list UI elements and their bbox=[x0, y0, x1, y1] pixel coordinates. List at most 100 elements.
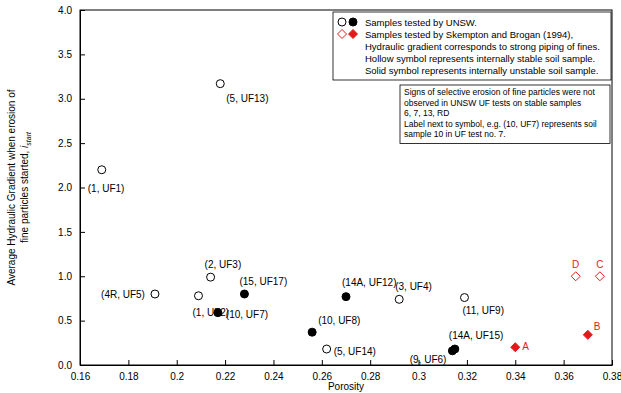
point-label: (10, UF8) bbox=[318, 315, 360, 326]
x-tick-mark bbox=[177, 360, 178, 365]
point bbox=[511, 343, 520, 352]
point bbox=[194, 292, 202, 300]
point-label: B bbox=[594, 321, 601, 332]
annotation: Signs of selective erosion of fine parti… bbox=[400, 85, 610, 144]
y-axis-title-subscript: start bbox=[25, 131, 32, 146]
series bbox=[571, 272, 604, 281]
legend-note: Solid symbol represents internally unsta… bbox=[365, 65, 598, 76]
x-tick-mark bbox=[515, 360, 516, 365]
legend-note: Hydraulic gradient corresponds to strong… bbox=[365, 41, 600, 52]
annotation-line: observed in UNSW UF tests on stable samp… bbox=[404, 98, 581, 108]
x-tick-label: 0.2 bbox=[170, 371, 184, 382]
point bbox=[216, 80, 224, 88]
y-tick: 4.0 bbox=[58, 5, 85, 16]
x-tick: 0.34 bbox=[506, 360, 526, 382]
point bbox=[98, 166, 106, 174]
y-tick: 1.0 bbox=[58, 271, 85, 282]
y-tick-label: 3.0 bbox=[58, 93, 72, 104]
x-tick-label: 0.32 bbox=[458, 371, 478, 382]
y-tick: 1.5 bbox=[58, 227, 85, 238]
y-axis-title: Average Hydraulic Gradient when erosion … bbox=[6, 89, 32, 285]
legend-marker bbox=[349, 30, 358, 39]
point bbox=[308, 328, 316, 336]
y-tick-label: 4.0 bbox=[58, 5, 72, 16]
point bbox=[460, 294, 468, 302]
point bbox=[571, 272, 580, 281]
y-tick-mark bbox=[80, 188, 85, 189]
x-tick-mark bbox=[564, 360, 565, 365]
y-axis-title-line: fine particles started, istart bbox=[19, 131, 32, 243]
annotation-box bbox=[400, 85, 610, 144]
annotation-line: Label next to symbol, e.g. (10, UF7) rep… bbox=[404, 119, 597, 129]
x-tick-mark bbox=[322, 360, 323, 365]
point bbox=[595, 272, 604, 281]
x-tick-label: 0.34 bbox=[506, 371, 526, 382]
point bbox=[323, 345, 331, 353]
x-tick-label: 0.38 bbox=[603, 371, 621, 382]
y-tick-label: 0.5 bbox=[58, 315, 72, 326]
y-tick-label: 1.5 bbox=[58, 227, 72, 238]
y-tick-mark bbox=[80, 10, 85, 11]
point-label: A bbox=[522, 341, 529, 352]
x-tick: 0.2 bbox=[170, 360, 184, 382]
x-tick: 0.26 bbox=[313, 360, 333, 382]
point-label: (4R, UF5) bbox=[101, 289, 145, 300]
point-label: C bbox=[596, 259, 603, 270]
legend-box bbox=[333, 12, 611, 80]
point bbox=[240, 290, 248, 298]
legend-marker bbox=[338, 18, 346, 26]
x-tick-label: 0.36 bbox=[554, 371, 574, 382]
y-tick-mark bbox=[80, 143, 85, 144]
x-tick: 0.22 bbox=[216, 360, 236, 382]
x-tick-label: 0.18 bbox=[119, 371, 139, 382]
point-label: D bbox=[572, 259, 579, 270]
point-label: (11, UF9) bbox=[462, 305, 504, 316]
point-label: (1, UF2) bbox=[192, 307, 229, 318]
point-label: (14A, UF15) bbox=[449, 330, 503, 341]
point bbox=[342, 293, 350, 301]
x-axis-title: Porosity bbox=[328, 381, 364, 392]
y-tick: 2.5 bbox=[58, 138, 85, 149]
plot-frame bbox=[80, 10, 612, 365]
legend-label: Samples tested by Skempton and Brogan (1… bbox=[365, 29, 573, 40]
x-tick-label: 0.24 bbox=[264, 371, 284, 382]
y-tick: 3.5 bbox=[58, 49, 85, 60]
x-tick-mark bbox=[273, 360, 274, 365]
x-tick-mark bbox=[128, 360, 129, 365]
legend-note: Hollow symbol represents internally stab… bbox=[365, 53, 595, 64]
x-tick: 0.36 bbox=[554, 360, 574, 382]
y-tick-mark bbox=[80, 232, 85, 233]
point-label: (1, UF1) bbox=[88, 183, 125, 194]
x-tick-label: 0.3 bbox=[412, 371, 426, 382]
legend-marker bbox=[338, 30, 347, 39]
point bbox=[151, 290, 159, 298]
y-tick-label: 1.0 bbox=[58, 271, 72, 282]
annotation-line: Signs of selective erosion of fine parti… bbox=[404, 87, 596, 97]
y-tick-mark bbox=[80, 276, 85, 277]
x-axis: 0.160.180.20.220.240.260.280.30.320.340.… bbox=[71, 360, 621, 382]
y-tick-mark bbox=[80, 54, 85, 55]
point bbox=[583, 330, 592, 339]
point-label: (15, UF17) bbox=[239, 276, 287, 287]
chart: 0.160.180.20.220.240.260.280.30.320.340.… bbox=[0, 0, 621, 393]
point bbox=[448, 347, 456, 355]
legend-marker bbox=[349, 18, 357, 26]
x-axis-line bbox=[81, 365, 613, 366]
point-label: (10, UF7) bbox=[226, 309, 268, 320]
x-tick: 0.24 bbox=[264, 360, 284, 382]
y-tick: 3.0 bbox=[58, 93, 85, 104]
x-tick: 0.32 bbox=[458, 360, 478, 382]
y-tick-label: 0.0 bbox=[58, 360, 72, 371]
annotation-line: sample 10 in UF test no. 7. bbox=[404, 129, 506, 139]
point-label: (14A, UF12) bbox=[342, 277, 396, 288]
x-tick-label: 0.22 bbox=[216, 371, 236, 382]
x-tick-mark bbox=[612, 360, 613, 365]
legend-label: Samples tested by UNSW. bbox=[365, 17, 477, 28]
point bbox=[207, 273, 215, 281]
y-axis-title-text: fine particles started, bbox=[19, 148, 30, 243]
x-tick-mark bbox=[467, 360, 468, 365]
y-tick-label: 3.5 bbox=[58, 49, 72, 60]
point-label: (5, UF13) bbox=[226, 93, 268, 104]
marks bbox=[98, 80, 605, 355]
point-label: (3, UF4) bbox=[395, 281, 432, 292]
